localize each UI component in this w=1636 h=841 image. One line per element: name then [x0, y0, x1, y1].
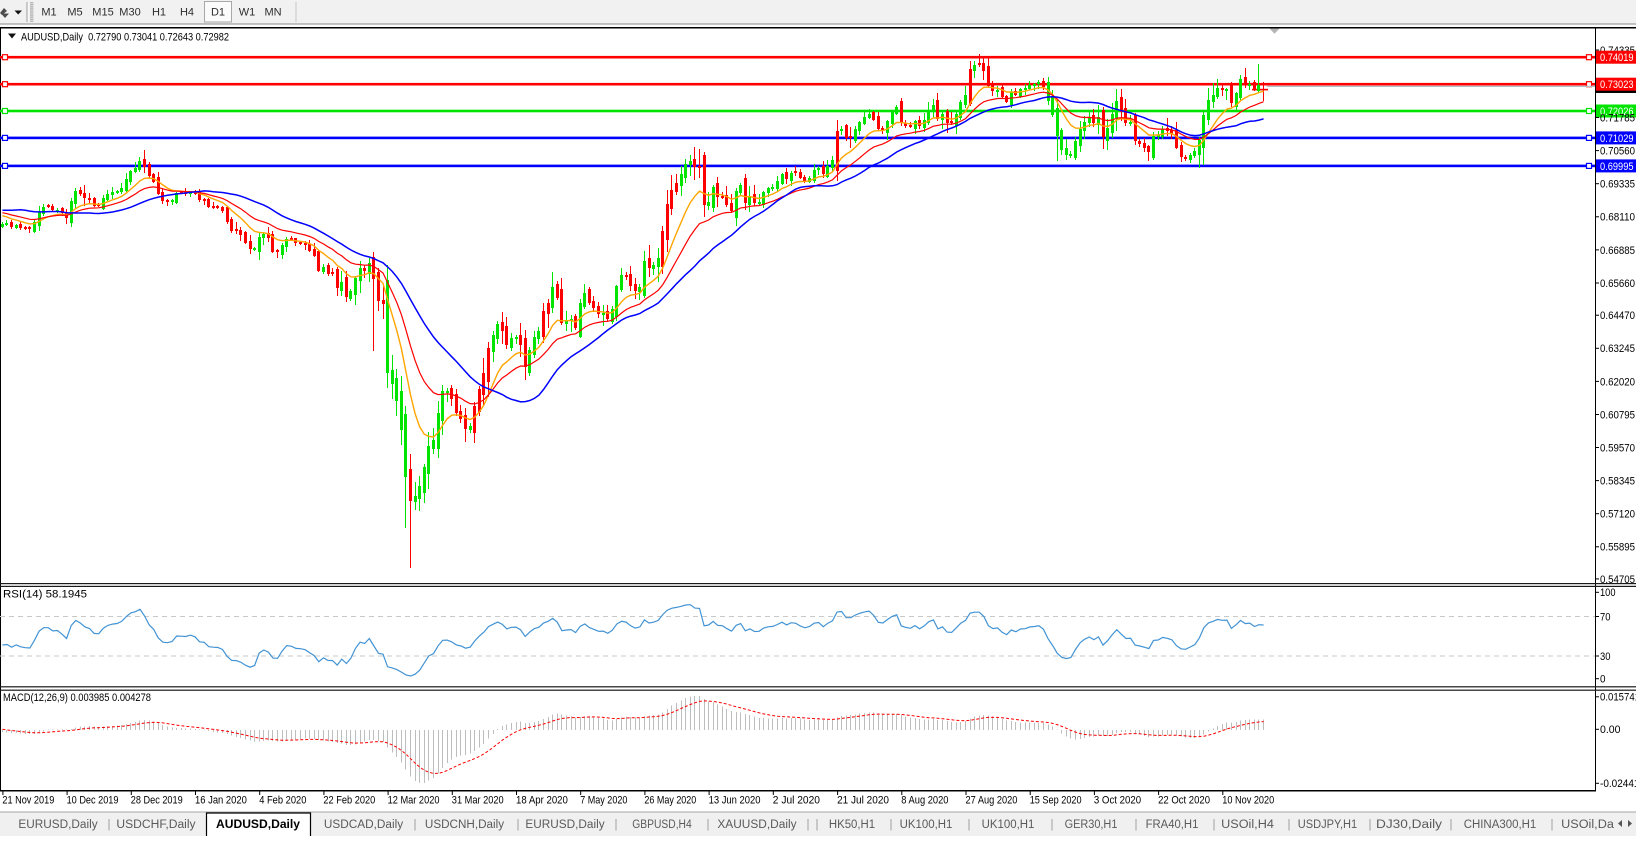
svg-text:W1: W1 [239, 7, 256, 19]
svg-text:H4: H4 [180, 7, 194, 19]
svg-text:|: | [414, 819, 417, 831]
svg-text:MACD(12,26,9) 0.003985 0.00427: MACD(12,26,9) 0.003985 0.004278 [3, 692, 151, 704]
svg-text:26 May 2020: 26 May 2020 [644, 795, 696, 807]
svg-text:8 Aug 2020: 8 Aug 2020 [901, 795, 948, 807]
svg-text:GBPUSD,H4: GBPUSD,H4 [632, 819, 692, 831]
svg-text:M15: M15 [92, 7, 113, 19]
svg-text:GER30,H1: GER30,H1 [1065, 819, 1118, 831]
svg-text:0.71785: 0.71785 [1600, 112, 1635, 124]
svg-text:USOil,H4: USOil,H4 [1221, 819, 1274, 831]
svg-text:CHINA300,H1: CHINA300,H1 [1464, 819, 1537, 831]
svg-text:0.59570: 0.59570 [1600, 442, 1635, 454]
svg-text:|: | [1450, 819, 1453, 831]
svg-text:M30: M30 [119, 7, 140, 19]
svg-text:|: | [517, 819, 520, 831]
svg-text:D1: D1 [211, 7, 225, 19]
svg-text:0.68110: 0.68110 [1600, 212, 1635, 224]
svg-text:FRA40,H1: FRA40,H1 [1146, 819, 1199, 831]
svg-text:27 Aug 2020: 27 Aug 2020 [966, 795, 1018, 807]
svg-text:22 Feb 2020: 22 Feb 2020 [323, 795, 375, 807]
svg-text:H1: H1 [152, 7, 166, 19]
svg-text:16 Jan 2020: 16 Jan 2020 [195, 795, 247, 807]
svg-text:AUDUSD,Daily: AUDUSD,Daily [216, 819, 301, 831]
svg-text:UK100,H1: UK100,H1 [900, 819, 953, 831]
svg-text:2 Jul 2020: 2 Jul 2020 [773, 795, 820, 807]
svg-text:22 Oct 2020: 22 Oct 2020 [1158, 795, 1210, 807]
svg-text:15 Sep 2020: 15 Sep 2020 [1030, 795, 1082, 807]
svg-text:70: 70 [1600, 611, 1611, 623]
svg-text:USDCHF,Daily: USDCHF,Daily [116, 819, 195, 831]
svg-text:0.58345: 0.58345 [1600, 476, 1635, 488]
svg-text:|: | [1551, 819, 1554, 831]
svg-text:0: 0 [1600, 674, 1606, 686]
svg-text:28 Dec 2019: 28 Dec 2019 [131, 795, 183, 807]
svg-text:EURUSD,Daily: EURUSD,Daily [525, 819, 604, 831]
svg-text:100: 100 [1600, 587, 1616, 599]
svg-text:|: | [1213, 819, 1216, 831]
svg-text:HK50,H1: HK50,H1 [829, 819, 875, 831]
svg-text:DJ30,Daily: DJ30,Daily [1376, 819, 1442, 831]
svg-text:AUDUSD,Daily 0.72790 0.73041: AUDUSD,Daily 0.72790 0.73041 0.72643 0.7… [21, 32, 229, 44]
svg-text:|: | [615, 819, 618, 831]
svg-text:USDJPY,H1: USDJPY,H1 [1298, 819, 1357, 831]
svg-text:3 Oct 2020: 3 Oct 2020 [1094, 795, 1141, 807]
svg-text:EURUSD,Daily: EURUSD,Daily [18, 819, 97, 831]
svg-text:12 Mar 2020: 12 Mar 2020 [388, 795, 440, 807]
svg-text:|: | [1288, 819, 1291, 831]
svg-text:13 Jun 2020: 13 Jun 2020 [709, 795, 761, 807]
svg-text:UK100,H1: UK100,H1 [982, 819, 1035, 831]
svg-text:|: | [108, 819, 111, 831]
svg-text:0.65660: 0.65660 [1600, 278, 1635, 290]
svg-text:18 Apr 2020: 18 Apr 2020 [516, 795, 568, 807]
svg-text:|: | [968, 819, 971, 831]
svg-text:M5: M5 [67, 7, 82, 19]
svg-text:0.60795: 0.60795 [1600, 409, 1635, 421]
svg-text:0.66885: 0.66885 [1600, 245, 1635, 257]
svg-text:7 May 2020: 7 May 2020 [580, 795, 627, 807]
svg-text:|: | [816, 819, 819, 831]
svg-text:0.64470: 0.64470 [1600, 310, 1635, 322]
svg-text:30: 30 [1600, 651, 1611, 663]
svg-text:XAUUSD,Daily: XAUUSD,Daily [717, 819, 796, 831]
svg-text:USOil,Da: USOil,Da [1561, 819, 1614, 831]
svg-text:0.015741: 0.015741 [1600, 692, 1636, 704]
svg-text:0.63245: 0.63245 [1600, 343, 1635, 355]
svg-text:0.71029: 0.71029 [1600, 133, 1634, 145]
svg-text:-0.024412: -0.024412 [1600, 778, 1636, 790]
svg-text:0.55895: 0.55895 [1600, 542, 1635, 554]
svg-text:|: | [1051, 819, 1054, 831]
svg-text:0.72026: 0.72026 [1600, 106, 1634, 118]
svg-text:USDCAD,Daily: USDCAD,Daily [324, 819, 403, 831]
svg-text:10 Nov 2020: 10 Nov 2020 [1222, 795, 1274, 807]
svg-text:0.54705: 0.54705 [1600, 574, 1635, 586]
svg-text:0.74019: 0.74019 [1600, 52, 1634, 64]
svg-text:0.00: 0.00 [1600, 724, 1621, 736]
svg-text:21 Nov 2019: 21 Nov 2019 [2, 795, 54, 807]
svg-text:0.69335: 0.69335 [1600, 179, 1635, 191]
svg-text:0.70560: 0.70560 [1600, 146, 1635, 158]
svg-text:0.62020: 0.62020 [1600, 376, 1635, 388]
svg-text:|: | [890, 819, 893, 831]
svg-text:21 Jul 2020: 21 Jul 2020 [837, 795, 889, 807]
svg-text:RSI(14) 58.1945: RSI(14) 58.1945 [3, 589, 87, 601]
svg-text:M1: M1 [41, 7, 56, 19]
svg-text:0.73023: 0.73023 [1600, 79, 1634, 91]
svg-text:|: | [1369, 819, 1372, 831]
svg-text:10 Dec 2019: 10 Dec 2019 [67, 795, 119, 807]
svg-text:4 Feb 2020: 4 Feb 2020 [259, 795, 306, 807]
svg-text:0.69995: 0.69995 [1600, 161, 1634, 173]
svg-text:MN: MN [264, 7, 281, 19]
svg-text:|: | [1135, 819, 1138, 831]
svg-text:|: | [807, 819, 810, 831]
svg-text:0.57120: 0.57120 [1600, 509, 1635, 521]
svg-text:|: | [707, 819, 710, 831]
svg-text:USDCNH,Daily: USDCNH,Daily [425, 819, 504, 831]
svg-text:31 Mar 2020: 31 Mar 2020 [452, 795, 504, 807]
